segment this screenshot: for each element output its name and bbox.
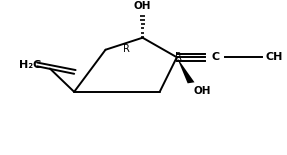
Text: CH: CH — [265, 52, 283, 62]
Text: R: R — [175, 52, 182, 62]
Text: R: R — [123, 44, 130, 54]
Polygon shape — [177, 57, 195, 83]
Text: C: C — [211, 52, 219, 62]
Text: OH: OH — [134, 1, 151, 11]
Text: OH: OH — [194, 86, 212, 96]
Text: H₂C: H₂C — [19, 60, 41, 70]
